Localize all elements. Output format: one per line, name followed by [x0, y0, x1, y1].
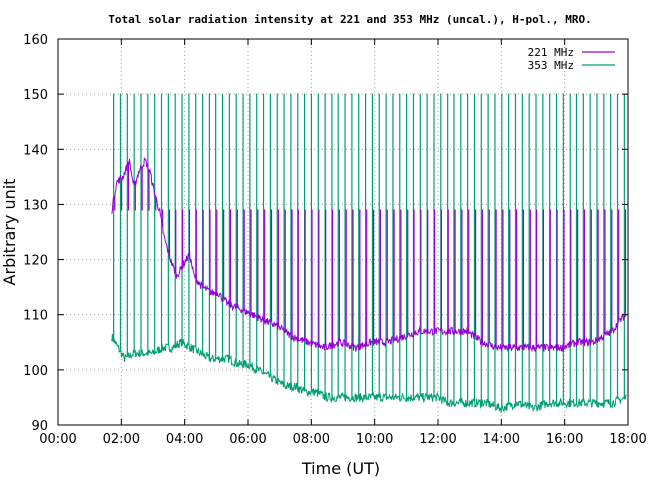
x-tick-label: 16:00 — [546, 432, 583, 447]
axis-ticks: 90 100 110 120 130 140 150 160 00:00 02:00 04:00 06… — [23, 33, 647, 447]
x-tick-label: 00:00 — [39, 432, 76, 447]
y-tick-label: 140 — [23, 143, 48, 158]
chart-title: Total solar radiation intensity at 221 a… — [108, 13, 591, 26]
legend-label-0: 221 MHz — [528, 46, 574, 59]
y-tick-label: 120 — [23, 254, 48, 269]
y-tick-label: 100 — [23, 364, 48, 379]
x-axis-title: Time (UT) — [301, 459, 380, 478]
y-tick-label: 90 — [31, 419, 48, 434]
grid — [58, 39, 628, 425]
x-tick-label: 06:00 — [229, 432, 266, 447]
series-line-1 — [111, 93, 627, 414]
plot-frame — [57, 38, 629, 426]
y-tick-label: 110 — [23, 309, 48, 324]
x-tick-label: 02:00 — [103, 432, 140, 447]
x-tick-label: 12:00 — [419, 432, 456, 447]
x-tick-label: 08:00 — [293, 432, 330, 447]
y-axis-title: Arbitrary unit — [0, 179, 19, 286]
x-tick-label: 10:00 — [356, 432, 393, 447]
series-line-0 — [111, 157, 627, 353]
x-tick-label: 04:00 — [166, 432, 203, 447]
x-tick-label: 14:00 — [483, 432, 520, 447]
y-tick-label: 160 — [23, 33, 48, 48]
y-tick-label: 150 — [23, 88, 48, 103]
x-tick-label: 18:00 — [609, 432, 646, 447]
legend-label-1: 353 MHz — [528, 59, 574, 72]
y-tick-label: 130 — [23, 198, 48, 213]
plot-area — [111, 93, 627, 414]
